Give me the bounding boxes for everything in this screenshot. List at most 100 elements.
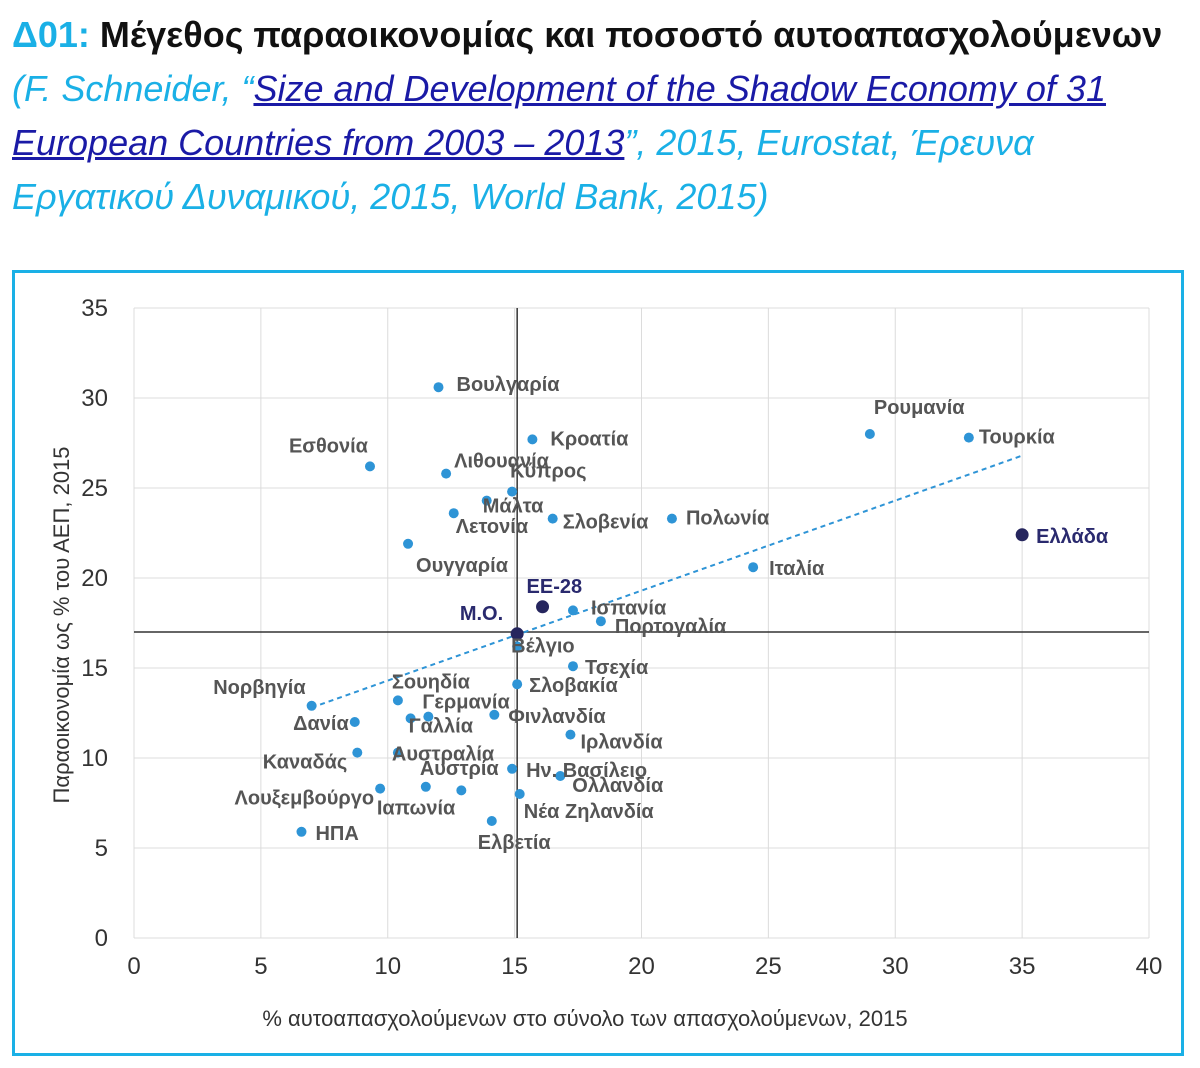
point-label: Ολλανδία: [572, 775, 664, 797]
x-tick-label: 5: [254, 953, 267, 980]
point-label: Δανία: [293, 713, 349, 735]
x-tick-label: 40: [1136, 953, 1163, 980]
data-point: [864, 429, 875, 439]
data-point: [666, 513, 677, 524]
point-label: Μάλτα: [483, 496, 544, 518]
data-point: [567, 661, 578, 672]
point-label: Σλοβακία: [529, 675, 618, 697]
point-label: Καναδάς: [263, 752, 348, 774]
point-label: Κροατία: [550, 428, 629, 450]
point-label: Ιταλία: [769, 558, 825, 580]
x-tick-label: 30: [882, 953, 909, 980]
point-label: Ισπανία: [591, 597, 667, 619]
data-point: [352, 747, 363, 758]
x-tick-label: 25: [755, 953, 782, 980]
data-point: [963, 432, 974, 443]
data-point: [364, 461, 375, 472]
data-point: [595, 616, 606, 627]
x-tick-label: 0: [127, 953, 140, 980]
y-tick-label: 10: [81, 745, 108, 772]
data-point: [420, 781, 431, 792]
y-tick-label: 25: [81, 475, 108, 502]
point-label: Ην. Βασίλειο: [526, 760, 647, 782]
mean-lines: [134, 308, 1149, 938]
point-label: Βουλγαρία: [457, 374, 561, 396]
point-label: Ελλάδα: [1036, 526, 1109, 548]
point-label: Ουγγαρία: [416, 555, 509, 577]
x-tick-label: 20: [628, 953, 655, 980]
gridlines: [133, 307, 1150, 939]
data-point: [403, 538, 414, 549]
point-label: Αυστρία: [420, 758, 500, 780]
tick-labels: 0 5 10 15 20 25 30 35 40 0 5 10 15 20 25 30 35: [81, 295, 1162, 980]
y-tick-label: 35: [81, 295, 108, 322]
point-labels: Βουλγαρία Ρουμανία Τουρκία Κροατία Εσθονία Λι…: [213, 374, 1109, 854]
data-point: [510, 627, 524, 641]
point-label: Νορβηγία: [213, 677, 306, 699]
point-label: Λουξεμβούργο: [235, 788, 375, 810]
x-axis-label: % αυτοαπασχολούμενων στο σύνολο των απασ…: [262, 1006, 907, 1031]
point-label: Εσθονία: [289, 435, 369, 457]
point-label: Γερμανία: [422, 692, 510, 714]
source-suffix: ”, 2015, Eurostat, Έρευνα Εργατικού Δυνα…: [12, 122, 1034, 217]
data-point: [567, 605, 578, 616]
point-label: Ρουμανία: [874, 397, 965, 419]
data-point: [512, 679, 523, 690]
data-point: [555, 771, 566, 781]
x-tick-label: 15: [501, 953, 528, 980]
y-axis-label: Παραοικονομία ως % του ΑΕΠ, 2015: [49, 446, 74, 803]
point-label: Νέα Ζηλανδία: [524, 801, 655, 823]
data-point: [527, 434, 538, 445]
source-link[interactable]: Size and Development of the Shadow Econo…: [12, 68, 1106, 163]
x-tick-label: 35: [1009, 953, 1036, 980]
trendline: [311, 454, 1023, 709]
data-point: [547, 513, 558, 524]
y-tick-label: 30: [81, 385, 108, 412]
data-point: [306, 700, 317, 711]
data-point: [489, 709, 500, 720]
y-tick-label: 0: [95, 925, 108, 952]
y-tick-label: 5: [95, 835, 108, 862]
source-prefix: (F. Schneider, “: [12, 68, 254, 109]
data-point: [392, 695, 403, 706]
data-points: [296, 382, 1029, 837]
point-label: Ιαπωνία: [377, 797, 456, 819]
data-point: [565, 729, 576, 740]
figure-number: Δ01:: [12, 14, 90, 55]
chart-frame: 0 5 10 15 20 25 30 35 40 0 5 10 15 20 25 30 35 Βουλγαρία…: [12, 270, 1184, 1056]
data-point: [456, 785, 467, 796]
chart-header: Δ01: Μέγεθος παραοικονομίας και ποσοστό …: [12, 8, 1192, 224]
point-label: Λιθουανία: [454, 451, 550, 473]
point-label: Γαλλία: [409, 715, 474, 737]
point-label: ΕΕ-28: [527, 576, 583, 598]
point-label: Ελβετία: [478, 832, 552, 854]
point-label: Τσεχία: [585, 657, 649, 679]
data-point: [507, 486, 518, 497]
y-tick-label: 20: [81, 565, 108, 592]
data-point: [514, 789, 525, 799]
figure-title: Μέγεθος παραοικονομίας και ποσοστό αυτοα…: [99, 14, 1163, 55]
data-point: [423, 711, 434, 722]
point-label: Σλοβενία: [563, 512, 649, 534]
y-tick-label: 15: [81, 655, 108, 682]
point-label: Αυστραλία: [392, 744, 495, 766]
point-label: Σουηδία: [392, 671, 471, 693]
point-label: Βέλγιο: [511, 635, 574, 657]
data-point: [392, 747, 403, 758]
point-label: ΗΠΑ: [315, 823, 358, 845]
data-point: [441, 468, 452, 479]
data-point: [507, 763, 518, 774]
point-label: Λετονία: [456, 516, 529, 538]
point-label: Κύπρος: [510, 461, 586, 483]
data-point: [536, 600, 550, 614]
point-label: Μ.Ο.: [460, 603, 503, 625]
data-point: [748, 562, 759, 573]
point-label: Φινλανδία: [508, 706, 606, 728]
data-point: [405, 713, 416, 724]
data-point: [481, 495, 492, 506]
data-point: [296, 826, 307, 837]
x-tick-label: 10: [374, 953, 401, 980]
data-point: [1015, 528, 1029, 542]
data-point: [433, 382, 444, 393]
point-label: Ιρλανδία: [580, 732, 663, 754]
